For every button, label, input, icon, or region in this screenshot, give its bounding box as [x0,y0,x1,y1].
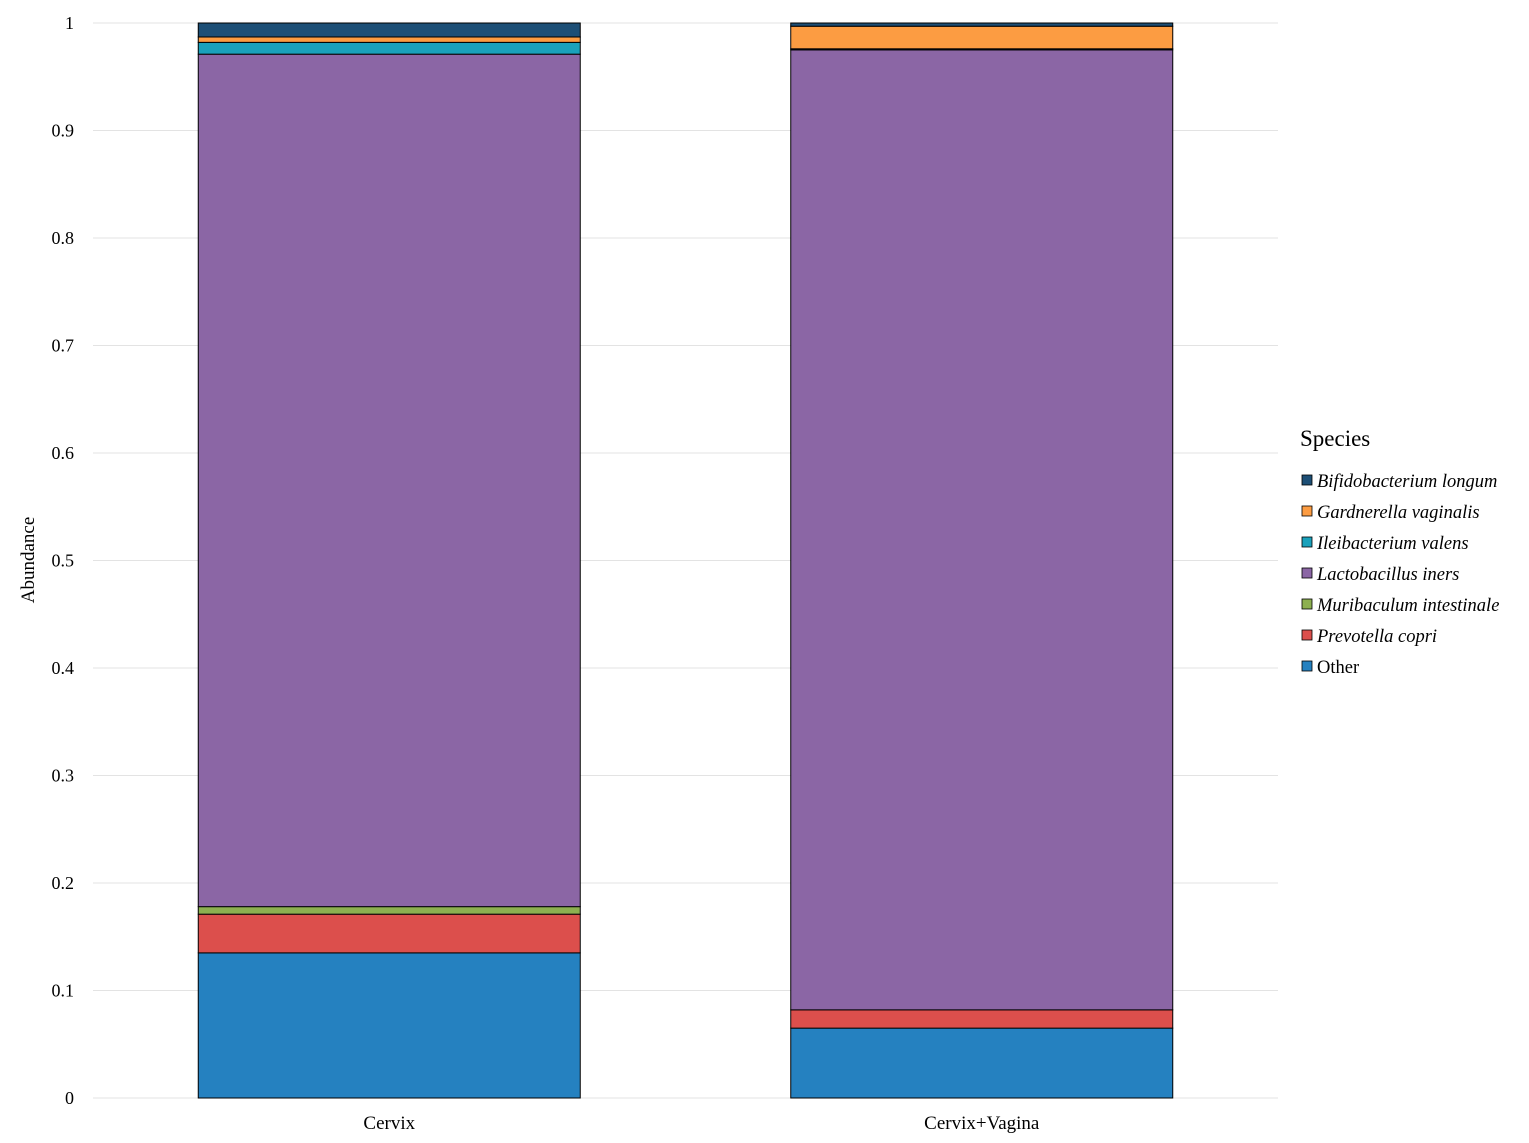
legend: Species Bifidobacterium longum Gardnerell… [1300,426,1499,678]
legend-label: Lactobacillus iners [1316,565,1459,585]
legend-label: Ileibacterium valens [1316,534,1469,554]
y-tick-label: 0.7 [52,336,75,356]
bar-segment-lactobacillus-iners-cervix [197,53,581,908]
legend-swatch [1301,660,1313,672]
y-tick-label: 0.1 [52,981,75,1001]
legend-label: Prevotella copri [1316,627,1437,647]
y-tick-label: 0.6 [52,443,75,463]
y-tick-label: 0 [65,1088,74,1108]
y-axis-title: Abundance [18,517,39,604]
y-tick-label: 0.9 [52,121,75,141]
x-category-label: Cervix+Vagina [924,1113,1040,1134]
legend-label: Gardnerella vaginalis [1317,503,1480,523]
legend-swatch [1301,536,1313,548]
legend-swatch [1301,567,1313,579]
bar-segment-gardnerella-vaginalis-cervix-vagina [790,25,1174,50]
bar-segment-other-cervix [197,952,581,1099]
bar-segment-prevotella-copri-cervix [197,913,581,954]
legend-swatch [1301,474,1313,486]
x-category-label: Cervix [363,1113,415,1134]
y-tick-label: 1 [65,13,74,33]
y-tick-label: 0.8 [52,228,75,248]
legend-swatch [1301,505,1313,517]
bar-segment-lactobacillus-iners-cervix-vagina [790,49,1174,1011]
bar-segment-muribaculum-intestinale-cervix [197,906,581,915]
y-axis-ticks: 0 0.1 0.2 0.3 0.4 0.5 0.6 0.7 0.8 0.9 1 [52,13,75,1108]
y-tick-label: 0.3 [52,766,75,786]
legend-swatch [1301,598,1313,610]
bar-segment-bifidobacterium-longum-cervix [197,22,581,38]
bars [197,22,1174,1099]
bar-segment-ileibacterium-valens-cervix [197,41,581,55]
bar-segment-prevotella-copri-cervix-vagina [790,1009,1174,1029]
x-axis-categories: Cervix Cervix+Vagina [363,1113,1040,1134]
legend-label: Bifidobacterium longum [1317,472,1497,492]
y-tick-label: 0.2 [52,873,75,893]
legend-title: Species [1300,426,1370,451]
bar-segment-bifidobacterium-longum-cervix-vagina [790,22,1174,27]
y-tick-label: 0.5 [52,551,75,571]
y-tick-label: 0.4 [52,658,75,678]
bar-segment-other-cervix-vagina [790,1027,1174,1099]
legend-swatch [1301,629,1313,641]
bar-segment-gardnerella-vaginalis-cervix [197,36,581,43]
legend-label: Other [1317,658,1359,678]
legend-label: Muribaculum intestinale [1316,596,1499,616]
